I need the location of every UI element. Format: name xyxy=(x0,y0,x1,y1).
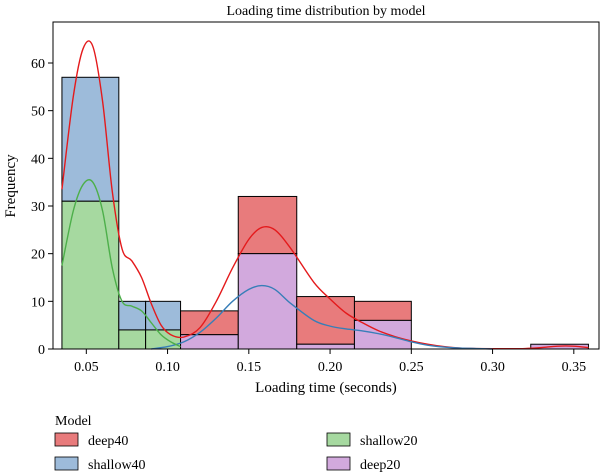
legend-swatch-shallow40 xyxy=(54,456,79,471)
y-tick-label: 40 xyxy=(31,152,45,167)
legend-label-deep40: deep40 xyxy=(88,434,128,449)
y-tick-label: 10 xyxy=(31,295,45,310)
x-axis-label: Loading time (seconds) xyxy=(255,380,397,396)
kde-line-shallow40 xyxy=(151,284,493,350)
legend-title: Model xyxy=(55,414,92,429)
x-tick-label: 0.05 xyxy=(74,360,99,375)
legend-item-deep20: deep20 xyxy=(326,456,400,473)
legend-item-shallow20: shallow20 xyxy=(326,432,418,449)
legend-item-shallow40: shallow40 xyxy=(54,456,146,473)
legend-swatch-deep40 xyxy=(54,432,79,447)
kde-line-shallow20 xyxy=(61,179,181,348)
x-tick-label: 0.30 xyxy=(480,360,505,375)
x-tick-label: 0.20 xyxy=(318,360,343,375)
y-tick-label: 30 xyxy=(31,200,45,215)
bar-shallow40-bin-0 xyxy=(61,76,120,202)
x-tick-label: 0.15 xyxy=(237,360,262,375)
bar-deep20-bin-3 xyxy=(180,334,239,350)
y-tick-label: 0 xyxy=(38,343,45,358)
bar-shallow40-bin-2 xyxy=(145,300,182,331)
legend-label-shallow20: shallow20 xyxy=(360,434,418,449)
x-axis-ticks: 0.05 0.10 0.15 0.20 0.25 0.30 0.35 xyxy=(74,349,586,375)
y-tick-label: 20 xyxy=(31,248,45,263)
bar-deep20-bin-5 xyxy=(296,343,355,350)
x-tick-label: 0.35 xyxy=(562,360,587,375)
legend-label-deep20: deep20 xyxy=(360,458,400,473)
histogram-bars xyxy=(61,76,589,350)
bar-deep40-bin-5 xyxy=(296,296,355,345)
bar-shallow20-bin-2 xyxy=(145,329,182,350)
legend-swatch-shallow20 xyxy=(326,432,351,447)
bar-shallow20-bin-1 xyxy=(118,329,147,350)
bar-shallow20-bin-0 xyxy=(61,200,120,350)
bar-deep40-bin-6 xyxy=(353,300,412,321)
legend: Model deep40 shallow40 shallow20 deep20 xyxy=(54,414,418,473)
y-tick-label: 50 xyxy=(31,105,45,120)
y-tick-label: 60 xyxy=(31,57,45,72)
chart-title: Loading time distribution by model xyxy=(226,4,425,19)
legend-swatch-deep20 xyxy=(326,456,351,471)
y-axis-ticks: 0 10 20 30 40 50 60 xyxy=(31,57,53,358)
x-tick-label: 0.10 xyxy=(155,360,180,375)
legend-item-deep40: deep40 xyxy=(54,432,128,449)
y-axis-label: Frequency xyxy=(3,154,19,218)
x-tick-label: 0.25 xyxy=(399,360,424,375)
plot-frame xyxy=(52,21,600,350)
legend-label-shallow40: shallow40 xyxy=(88,458,146,473)
